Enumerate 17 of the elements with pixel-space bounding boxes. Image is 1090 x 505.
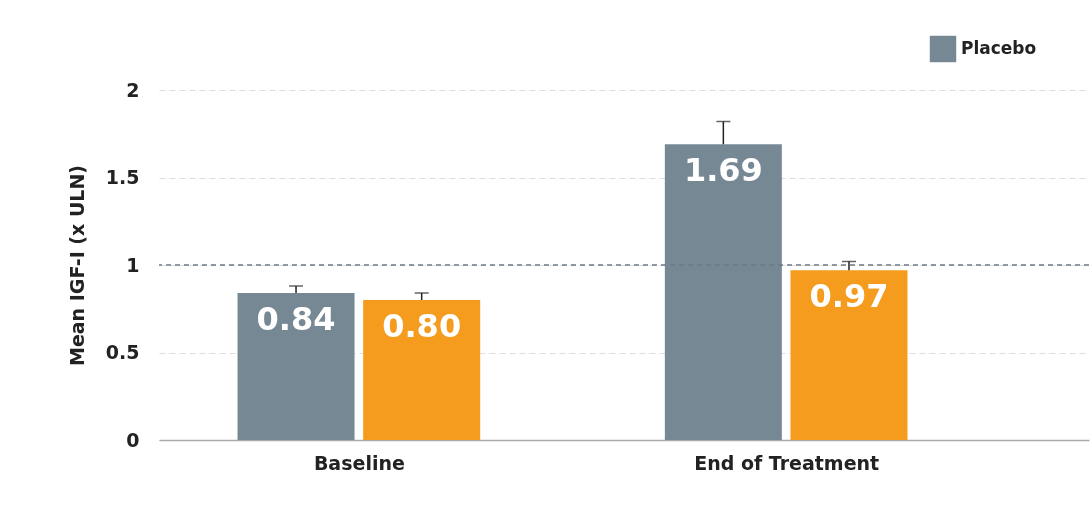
y-tick-label: 0 [126, 428, 140, 451]
data-label: 1.69 [683, 151, 763, 190]
bar [664, 144, 782, 440]
bar [363, 300, 481, 440]
data-label: 0.84 [256, 300, 336, 338]
y-tick-label: 0.5 [105, 341, 140, 363]
data-label: 0.97 [809, 277, 889, 316]
y-tick-label: 2 [126, 78, 140, 101]
y-tick-label: 1.5 [105, 166, 140, 188]
bar [790, 270, 908, 440]
legend-label: Placebo [961, 38, 1037, 58]
y-tick-label: 1 [126, 253, 140, 276]
bar [237, 293, 355, 440]
x-tick-label: End of Treatment [694, 451, 880, 474]
data-label: 0.80 [382, 307, 462, 345]
x-tick-label: Baseline [313, 451, 405, 474]
y-axis-title: Mean IGF-I (x ULN) [65, 164, 88, 367]
